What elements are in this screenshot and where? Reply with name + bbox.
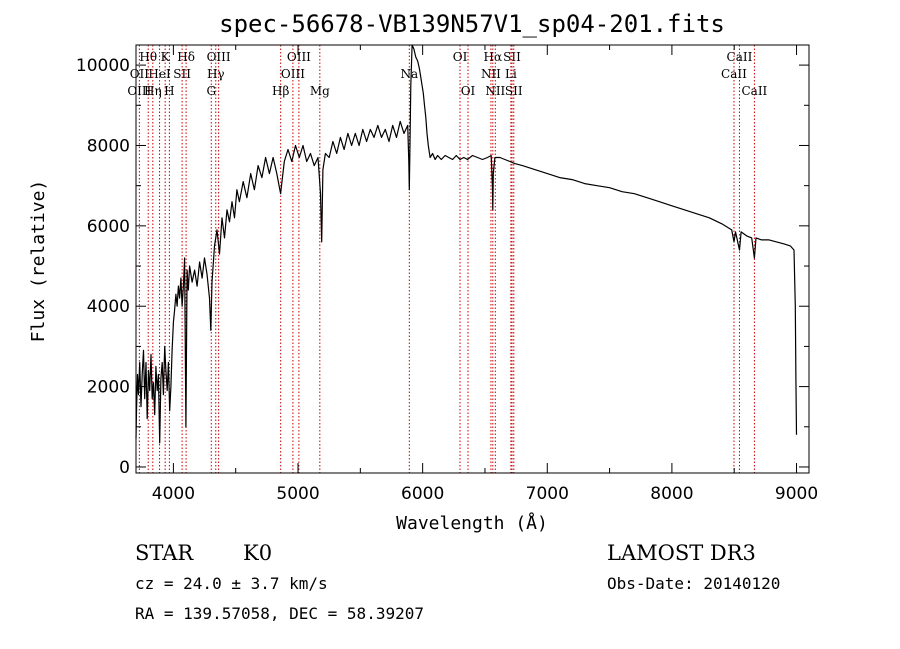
y-tick-label-4: 8000	[87, 136, 130, 156]
chart-title: spec-56678-VB139N57V1_sp04-201.fits	[219, 10, 725, 38]
marker-label-13: OIII	[281, 67, 305, 81]
x-tick-label-3: 7000	[526, 484, 569, 504]
marker-label-24: OI	[461, 84, 476, 98]
x-tick-label-5: 9000	[775, 484, 818, 504]
marker-label-20: H	[164, 84, 174, 98]
marker-label-16: Li	[505, 67, 517, 81]
marker-label-23: Mg	[310, 84, 330, 98]
marker-label-8: CaII	[727, 50, 753, 64]
marker-label-1: K	[161, 50, 171, 64]
plot-frame	[135, 44, 810, 474]
redshift-velocity: cz = 24.0 ± 3.7 km/s	[135, 574, 328, 593]
marker-label-0: Hθ	[139, 50, 157, 64]
y-tick-label-5: 10000	[76, 56, 130, 76]
observation-date: Obs-Date: 20140120	[607, 574, 780, 593]
x-tick-label-4: 8000	[650, 484, 693, 504]
marker-label-4: OIII	[287, 50, 311, 64]
x-axis-label: Wavelength (Å)	[396, 512, 548, 534]
axis-ticks: 4000 5000 6000 7000 8000 9000 0 2000 4000 6000 800…	[76, 45, 818, 504]
marker-label-17: CaII	[721, 67, 747, 81]
y-tick-label-3: 6000	[87, 217, 130, 237]
y-tick-label-0: 0	[119, 458, 130, 478]
survey-name: LAMOST DR3	[607, 541, 756, 565]
marker-label-5: OI	[453, 50, 468, 64]
spectrum-series	[135, 44, 798, 444]
marker-label-10: HeI	[148, 67, 171, 81]
y-tick-label-1: 2000	[87, 378, 130, 398]
marker-label-3: OIII	[207, 50, 231, 64]
marker-label-25: NII	[485, 84, 505, 98]
marker-label-19: Hη	[144, 84, 162, 98]
sky-coordinates: RA = 139.57058, DEC = 58.39207	[135, 604, 424, 623]
marker-label-11: SII	[173, 67, 191, 81]
marker-label-9: OII	[130, 67, 150, 81]
x-tick-label-1: 5000	[276, 484, 319, 504]
axes	[135, 44, 810, 474]
marker-label-15: NII	[481, 67, 501, 81]
x-tick-label-0: 4000	[152, 484, 195, 504]
marker-label-12: Hγ	[207, 67, 225, 81]
marker-label-18: OIII	[127, 84, 151, 98]
marker-label-14: Na	[400, 67, 418, 81]
marker-label-27: CaII	[741, 84, 767, 98]
marker-label-26: SII	[505, 84, 523, 98]
y-tick-label-2: 4000	[87, 297, 130, 317]
y-axis-label: Flux (relative)	[28, 180, 49, 343]
marker-label-21: G	[206, 84, 216, 98]
marker-label-22: Hβ	[272, 84, 289, 98]
object-class: STAR	[135, 541, 194, 565]
marker-label-7: SII	[503, 50, 521, 64]
marker-label-6: Hα	[484, 50, 503, 64]
x-tick-label-2: 6000	[401, 484, 444, 504]
object-subclass: K0	[243, 541, 272, 565]
marker-label-2: Hδ	[177, 50, 195, 64]
spectrum-line-0	[135, 44, 798, 444]
